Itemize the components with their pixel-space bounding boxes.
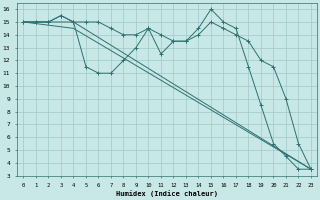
X-axis label: Humidex (Indice chaleur): Humidex (Indice chaleur) xyxy=(116,190,218,197)
